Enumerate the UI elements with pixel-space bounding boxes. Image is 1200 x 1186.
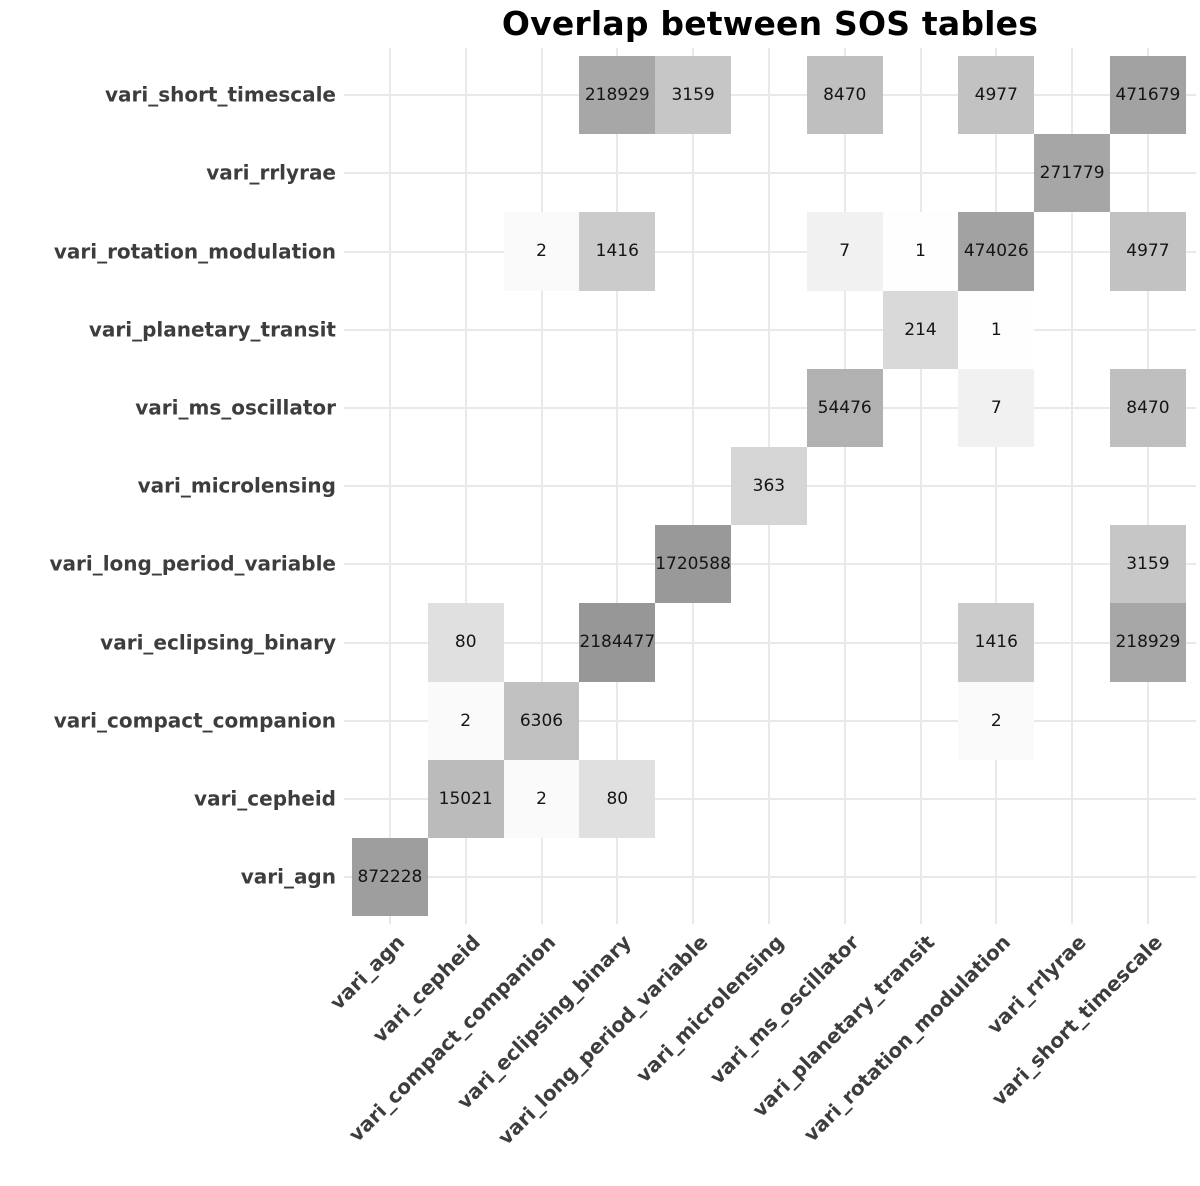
y-axis-label: vari_microlensing [137,473,336,498]
cell-value: 80 [606,788,629,809]
heatmap-cell: 872228 [352,838,428,917]
cell-value: 1 [915,241,926,262]
heatmap-cell: 8470 [806,56,883,135]
heatmap-cell: 6306 [503,681,580,760]
heatmap-cell: 1 [882,212,959,291]
cell-value: 2 [990,710,1002,731]
cell-value: 4977 [974,85,1018,106]
cell-value: 8470 [1126,397,1170,418]
cell-value: 15021 [438,788,493,809]
gridline [344,876,1196,879]
cell-value: 214 [904,319,937,340]
heatmap-cell: 1720588 [655,525,731,604]
heatmap-cell: 2184477 [579,603,656,682]
cell-value: 2184477 [579,632,656,653]
x-axis-label: vari_microlensing [630,930,788,1088]
cell-value: 2 [536,788,547,809]
cell-value: 54476 [817,397,872,418]
heatmap-cell: 271779 [1034,134,1110,213]
heatmap-cell: 2 [503,212,580,291]
gridline [344,250,1196,253]
gridline [843,48,846,924]
heatmap-cell: 3159 [655,56,731,135]
heatmap-panel: 218929 3159 8470 4977 471679 271779 2 1416 7 1 474… [344,48,1196,924]
gridline [344,406,1196,409]
heatmap-cell: 8470 [1110,368,1186,447]
cell-value: 1720588 [655,554,731,575]
cell-value: 271779 [1039,163,1105,184]
heatmap-cell: 80 [427,603,504,682]
cell-value: 7 [839,241,851,262]
gridline [344,719,1196,722]
heatmap-cell: 4977 [958,56,1035,135]
heatmap-cell: 3159 [1110,525,1186,604]
y-axis-label: vari_compact_companion [53,708,336,733]
gridline [344,641,1196,644]
cell-value: 3159 [1126,554,1170,575]
cell-value: 1416 [974,632,1018,653]
cell-value: 218929 [584,85,650,106]
heatmap-cell: 214 [882,290,959,369]
cell-value: 7 [990,397,1002,418]
gridline [344,172,1196,175]
y-axis-label: vari_short_timescale [104,82,336,107]
cell-value: 474026 [963,241,1029,262]
cell-value: 471679 [1115,85,1181,106]
x-axis-label: vari_ms_oscillator [704,930,864,1089]
heatmap-cell: 7 [806,212,883,291]
heatmap-cell: 1 [958,290,1035,369]
heatmap-cell: 2 [958,681,1035,760]
chart-title: Overlap between SOS tables [501,4,1039,43]
cell-value: 218929 [1115,632,1181,653]
heatmap-cell: 218929 [1110,603,1186,682]
cell-value: 1416 [595,241,639,262]
heatmap-cell: 363 [731,447,807,526]
heatmap-cell: 4977 [1110,212,1186,291]
gridline [344,563,1196,566]
gridline [1071,48,1074,924]
y-axis-label: vari_planetary_transit [88,317,336,342]
cell-value: 1 [990,319,1002,340]
heatmap-cell: 7 [958,368,1035,447]
cell-value: 4977 [1126,241,1170,262]
gridline [1146,48,1149,924]
heatmap-cell: 54476 [806,368,883,447]
gridline [344,797,1196,800]
cell-value: 2 [460,710,472,731]
heatmap-cell: 2 [503,759,580,838]
heatmap-cell: 2 [427,681,504,760]
gridline [344,328,1196,331]
heatmap-cell: 15021 [427,759,504,838]
y-axis-label: vari_cepheid [194,786,336,811]
heatmap-cell: 1416 [579,212,656,291]
cell-value: 3159 [671,85,715,106]
heatmap-cell: 218929 [579,56,656,135]
y-axis-label: vari_ms_oscillator [135,395,336,420]
y-axis-label: vari_long_period_variable [49,551,336,576]
cell-value: 872228 [357,867,423,888]
heatmap-cell: 1416 [958,603,1035,682]
gridline [344,94,1196,97]
heatmap-cell: 474026 [958,212,1035,291]
cell-value: 363 [752,476,786,497]
cell-value: 2 [536,241,547,262]
heatmap-cell: 471679 [1110,56,1186,135]
y-axis-label: vari_eclipsing_binary [100,630,336,655]
gridline [995,48,998,924]
gridline [919,48,922,924]
y-axis-label: vari_rotation_modulation [53,239,336,264]
y-axis-label: vari_agn [240,864,336,889]
cell-value: 8470 [823,85,867,106]
cell-value: 6306 [519,710,564,731]
y-axis-label: vari_rrlyrae [206,160,336,185]
heatmap-cell: 80 [579,759,656,838]
cell-value: 80 [454,632,477,653]
